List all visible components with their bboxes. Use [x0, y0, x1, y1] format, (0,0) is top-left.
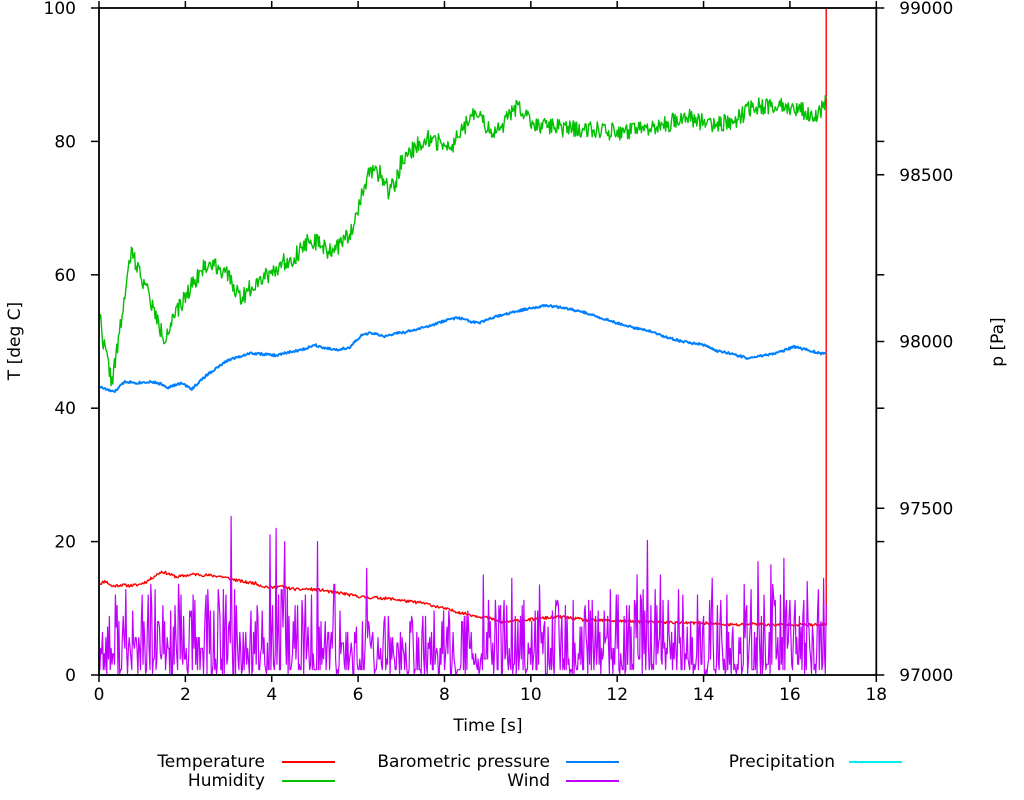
- svg-text:8: 8: [439, 685, 450, 705]
- svg-text:2: 2: [180, 685, 191, 705]
- svg-text:16: 16: [779, 685, 801, 705]
- y2-axis-title: p [Pa]: [988, 317, 1008, 367]
- legend-line-temperature-icon: [282, 761, 335, 763]
- svg-text:0: 0: [94, 685, 105, 705]
- legend-label-barometric-pressure: Barometric pressure: [377, 752, 550, 772]
- legend-line-precipitation-icon: [849, 761, 902, 763]
- svg-text:80: 80: [54, 132, 76, 152]
- svg-text:99000: 99000: [899, 0, 953, 19]
- x-axis-title: Time [s]: [453, 716, 523, 736]
- svg-text:6: 6: [353, 685, 364, 705]
- legend-line-humidity-icon: [282, 780, 335, 782]
- svg-text:40: 40: [54, 399, 76, 419]
- legend-label-wind: Wind: [507, 771, 550, 791]
- svg-text:10: 10: [520, 685, 542, 705]
- svg-text:97000: 97000: [899, 666, 953, 686]
- svg-text:97500: 97500: [899, 499, 953, 519]
- svg-text:14: 14: [693, 685, 715, 705]
- legend-label-humidity: Humidity: [187, 771, 265, 791]
- svg-text:12: 12: [606, 685, 628, 705]
- legend-label-temperature: Temperature: [157, 752, 265, 772]
- svg-text:0: 0: [65, 666, 76, 686]
- svg-text:60: 60: [54, 266, 76, 286]
- svg-text:20: 20: [54, 533, 76, 553]
- legend-label-precipitation: Precipitation: [728, 752, 835, 772]
- svg-text:98500: 98500: [899, 166, 953, 186]
- svg-text:100: 100: [44, 0, 76, 19]
- svg-text:4: 4: [266, 685, 277, 705]
- y1-axis-title: T [deg C]: [5, 301, 25, 381]
- legend-line-barometric-pressure-icon: [566, 761, 619, 763]
- legend-line-wind-icon: [566, 780, 619, 782]
- svg-text:18: 18: [865, 685, 887, 705]
- svg-text:98000: 98000: [899, 333, 953, 353]
